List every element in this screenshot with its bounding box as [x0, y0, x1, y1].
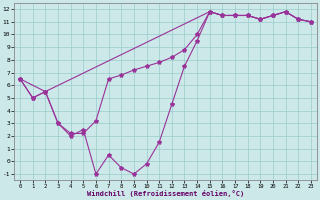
X-axis label: Windchill (Refroidissement éolien,°C): Windchill (Refroidissement éolien,°C) — [87, 190, 244, 197]
